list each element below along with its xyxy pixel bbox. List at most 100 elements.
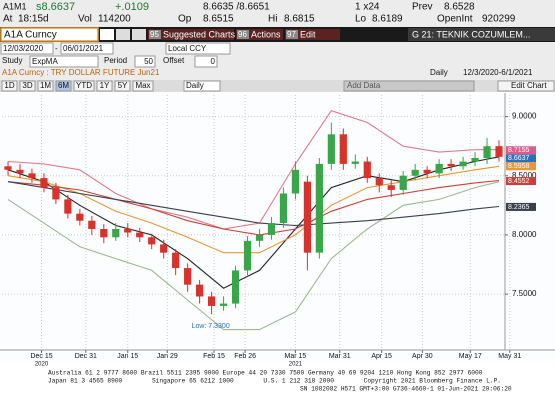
x-tick-label: Mar 31 [329, 353, 351, 360]
button-label: Suggested Charts [163, 29, 236, 39]
candle-body [40, 178, 48, 188]
footer-line: SN 1082082 H571 GMT+3:00 G736-4660-1 01-… [300, 386, 512, 393]
vol-label: Vol [78, 14, 92, 25]
tab[interactable] [37, 80, 54, 92]
candle-body [88, 220, 96, 230]
frequency-select-box[interactable] [183, 80, 221, 92]
tab-label: YTD [76, 81, 92, 90]
tab[interactable] [132, 80, 154, 92]
security-box[interactable] [0, 27, 99, 42]
year-label: 2021 [289, 362, 303, 368]
candle-body [387, 185, 395, 190]
candle-body [160, 244, 168, 253]
price-tag [506, 202, 536, 211]
x-tick-label: Dec 31 [75, 353, 97, 360]
x-tick-label: Apr 30 [412, 353, 433, 360]
x-tick-label: Jan 15 [117, 353, 138, 360]
price-tag-label: 8.4552 [508, 178, 530, 185]
tabs: 1D 3D 1M 6M YTD 1Y 5Y Max [1, 80, 154, 92]
edit-chart-box[interactable] [497, 80, 555, 92]
page-title: G 21: TEKNIK COZUMLEM... [412, 29, 530, 39]
end-date-box[interactable] [60, 42, 114, 55]
start-date-box[interactable] [0, 42, 54, 55]
indicator-line [7, 181, 500, 227]
candle-body [435, 163, 443, 174]
lo: 8.6189 [372, 14, 403, 25]
lo-label: Lo [355, 14, 367, 25]
period-label: Period [104, 56, 127, 65]
candle-body [28, 173, 36, 179]
offset-label: Offset [163, 56, 185, 65]
study-label: Study [2, 56, 22, 65]
toolbar-button[interactable] [285, 29, 340, 40]
price-tag [506, 154, 536, 163]
chart-area [0, 93, 555, 363]
offset-box[interactable] [194, 55, 218, 68]
footer: Australia 61 2 9777 8600 Brazil 5511 239… [48, 370, 512, 393]
button-num-bg [237, 30, 249, 39]
candle-body [351, 161, 359, 164]
toolbar-button[interactable] [148, 29, 234, 40]
price-tag-label: 8.2365 [508, 204, 530, 211]
tab-label: 6M [58, 81, 69, 90]
currency-box[interactable] [165, 42, 231, 55]
study-name: ExpMA [32, 57, 58, 66]
candle-body [231, 270, 240, 304]
chart: 7.5000 8.0000 8.5000 9.0000 Dec 15 Dec 31 Jan … [0, 93, 555, 368]
candle-body [471, 157, 479, 162]
candle-body [136, 232, 144, 238]
prev: 8.6528 [444, 2, 475, 13]
size: 1 x24 [355, 2, 380, 13]
add-data-box[interactable] [343, 80, 475, 92]
start-date: 12/03/2020 [3, 44, 44, 53]
toolbar-buttons: 95 Suggested Charts 96 Actions 97 Edit [148, 29, 340, 40]
candle-body [315, 163, 323, 253]
candle-body [279, 193, 288, 224]
button-label: Edit [300, 29, 316, 39]
button-num: 95 [150, 30, 159, 39]
nav-back[interactable] [116, 29, 130, 40]
candle-body [124, 229, 132, 233]
frequency-select: Daily [186, 81, 204, 90]
y-tick-label: 9.0000 [512, 112, 537, 121]
x-tick-label: Jan 29 [157, 353, 178, 360]
change: +.0109 [115, 1, 149, 13]
tab-label: Max [135, 81, 150, 90]
candle-body [291, 169, 300, 194]
oi: 920299 [482, 14, 516, 25]
tab[interactable] [73, 80, 95, 92]
period: 50 [144, 57, 153, 66]
tab-label: 5Y [118, 81, 128, 90]
toolbar-button[interactable] [236, 29, 283, 40]
nav-forward[interactable] [132, 29, 146, 40]
tab[interactable] [19, 80, 36, 92]
security-menu[interactable] [100, 29, 114, 40]
candle-body [52, 187, 60, 200]
x-tick-label: Dec 15 [30, 353, 52, 360]
tab[interactable] [114, 80, 131, 92]
price-tag [506, 146, 536, 155]
currency: Local CCY [168, 44, 207, 53]
candle-body [483, 146, 491, 158]
tab[interactable] [55, 80, 72, 92]
open: 8.6515 [203, 14, 234, 25]
hi: 8.6815 [284, 14, 315, 25]
candle-body [243, 240, 252, 271]
annotation: Low: 7.3300 [192, 323, 230, 330]
footer-line: Japan 81 3 4565 8900 Singapore 65 6212 1… [48, 378, 501, 385]
study-box[interactable] [29, 55, 99, 68]
price-tag-label: 8.5958 [508, 163, 530, 170]
candle-body [148, 237, 156, 245]
candle-body [411, 169, 419, 176]
security: A1A Curncy [4, 30, 57, 41]
button-num: 97 [287, 30, 296, 39]
oi-label: OpenInt [437, 14, 473, 25]
x-tick-label: Feb 15 [203, 353, 225, 360]
at-label: At [3, 14, 13, 25]
tab[interactable] [1, 80, 18, 92]
tab[interactable] [96, 80, 113, 92]
period-box[interactable] [134, 55, 156, 68]
frequency: Daily [430, 68, 448, 77]
